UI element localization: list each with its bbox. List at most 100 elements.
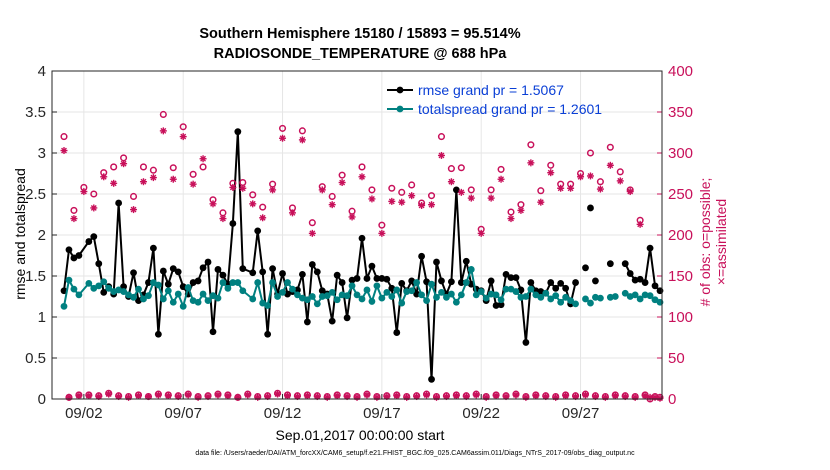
possible-obs-point — [447, 165, 455, 173]
assimilated-obs-point — [557, 184, 565, 192]
possible-obs-point — [378, 221, 386, 229]
spread-point — [204, 297, 212, 304]
rmse-point — [194, 277, 202, 285]
assimilated-obs-point — [209, 200, 217, 208]
assimilated-obs-point — [298, 136, 306, 144]
rmse-point — [452, 186, 460, 194]
rmse-point — [562, 284, 570, 292]
possible-obs-point — [278, 124, 287, 132]
possible-obs-point — [537, 187, 545, 195]
rmse-point — [343, 314, 351, 322]
rmse-point — [462, 257, 470, 265]
assimilated-obs-point — [408, 192, 416, 200]
spread-point — [472, 291, 480, 299]
assimilated-obs-point — [308, 229, 316, 237]
y-tick-label-left: 1 — [38, 309, 46, 326]
rmse-point — [512, 274, 520, 282]
rmse-point — [154, 330, 162, 338]
assimilated-obs-point — [80, 188, 88, 196]
assimilated-obs-point — [144, 393, 152, 401]
spread-point — [269, 279, 276, 286]
assimilated-obs-point — [423, 391, 431, 399]
spread-point — [219, 279, 227, 286]
rmse-point — [150, 244, 157, 252]
assimilated-obs-point — [393, 392, 401, 400]
spread-point — [313, 300, 321, 308]
assimilated-obs-point — [214, 391, 222, 399]
rmse-point — [651, 282, 659, 290]
spread-point — [477, 288, 485, 295]
assimilated-obs-point — [363, 391, 371, 399]
x-tick-label: 09/07 — [164, 405, 202, 422]
possible-obs-point — [586, 149, 595, 157]
assimilated-obs-point — [437, 151, 445, 159]
assimilated-obs-point — [154, 391, 162, 399]
rmse-point — [368, 262, 376, 270]
assimilated-obs-point — [60, 147, 68, 155]
assimilated-obs-point — [149, 174, 157, 182]
assimilated-obs-point — [100, 173, 108, 181]
y-tick-label-left: 2.5 — [25, 186, 46, 203]
spread-point — [75, 291, 83, 299]
assimilated-obs-point — [477, 229, 485, 237]
assimilated-obs-point — [626, 188, 634, 196]
possible-obs-point — [596, 178, 604, 186]
possible-obs-point — [120, 154, 128, 162]
spread-point — [323, 292, 331, 300]
spread-point — [467, 266, 475, 273]
assimilated-obs-point — [219, 215, 227, 223]
rmse-point — [592, 277, 599, 285]
y-tick-label-right: 250 — [668, 186, 693, 203]
rmse-point — [502, 270, 510, 278]
possible-obs-point — [338, 171, 346, 179]
assimilated-obs-point — [338, 179, 346, 187]
rmse-point — [259, 268, 267, 276]
rmse-point — [100, 289, 108, 296]
spread-point — [174, 290, 182, 298]
spread-point — [358, 295, 366, 303]
spread-point — [567, 297, 574, 304]
rmse-point — [557, 279, 565, 287]
rmse-point — [174, 268, 182, 276]
rmse-point — [65, 246, 73, 254]
spread-point — [482, 294, 490, 302]
assimilated-obs-point — [472, 391, 480, 399]
rmse-point — [254, 227, 262, 235]
y-axis-label-left: rmse and totalspread — [12, 168, 28, 300]
spread-point — [502, 285, 510, 293]
spread-point — [547, 295, 555, 303]
assimilated-obs-point — [428, 201, 436, 209]
y-tick-label-left: 1.5 — [25, 268, 46, 285]
spread-point — [636, 295, 644, 303]
spread-point — [120, 288, 127, 295]
y-tick-label-right: 100 — [668, 309, 693, 326]
rmse-point — [433, 258, 440, 266]
possible-obs-point — [179, 123, 187, 131]
x-tick-label: 09/02 — [65, 405, 103, 422]
spread-point — [646, 292, 654, 300]
spread-point — [65, 276, 73, 284]
y-tick-label-right: 150 — [668, 268, 693, 285]
spread-point — [383, 289, 391, 296]
spread-point — [527, 285, 535, 293]
assimilated-obs-point — [274, 390, 282, 398]
spread-point — [438, 289, 445, 296]
assimilated-obs-point — [582, 391, 589, 399]
spread-point — [343, 292, 351, 300]
spread-point — [512, 288, 520, 295]
spread-point — [179, 302, 187, 310]
possible-obs-point — [457, 164, 465, 172]
spread-point — [279, 289, 286, 296]
spread-point — [413, 279, 421, 286]
rmse-point — [646, 244, 654, 252]
y-tick-label-right: 50 — [668, 350, 685, 367]
rmse-point — [547, 279, 555, 286]
assimilated-obs-point — [284, 392, 291, 400]
axis-ticks: 0 0.5 1 1.5 2 2.5 3 3.5 4 0 50 100 150 200 250 300 350 40… — [25, 63, 693, 422]
assimilated-obs-point — [462, 393, 470, 401]
assimilated-obs-point — [547, 169, 555, 177]
spread-point — [70, 285, 78, 293]
spread-point — [95, 282, 103, 290]
legend-entry-rmse-marker — [396, 86, 404, 94]
spread-point — [333, 296, 341, 304]
